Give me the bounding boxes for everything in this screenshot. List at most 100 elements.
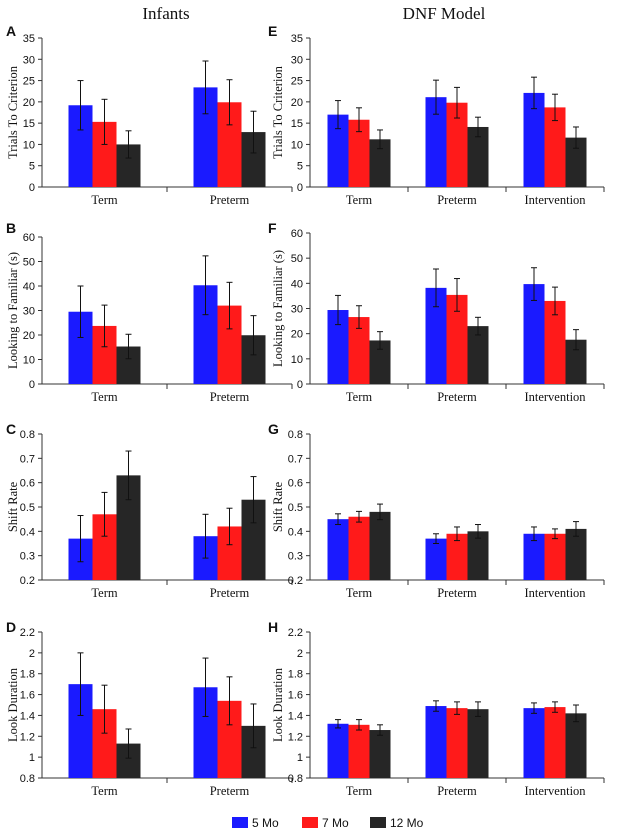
y-tick-label: 0 [29, 182, 35, 194]
bar-5-mo [425, 287, 447, 384]
y-tick-label: 40 [291, 278, 303, 290]
y-axis-label: Shift Rate [271, 481, 285, 532]
bar-7-mo [544, 707, 566, 778]
panel-letter: H [268, 619, 278, 635]
bar-12-mo [369, 139, 391, 187]
x-category-label: Preterm [210, 193, 250, 207]
y-tick-label: 1.6 [20, 690, 35, 702]
column-title-dnf-model: DNF Model [403, 4, 486, 23]
x-category-label: Term [91, 390, 117, 404]
y-tick-label: 10 [23, 139, 35, 151]
panel-e: E Trials To Criterion 0 5 10 15 20 25 30 35 Term Pr… [268, 23, 605, 207]
y-axis-label: Trials To Criterion [271, 65, 285, 159]
y-tick-label: 35 [291, 33, 303, 45]
y-tick-label: 1 [29, 752, 35, 764]
y-axis-label: Trials To Criterion [6, 65, 20, 159]
y-tick-label: 60 [23, 232, 35, 244]
bar-12-mo [467, 126, 489, 187]
y-tick-label: 50 [291, 253, 303, 265]
bar-7-mo [348, 724, 370, 778]
y-tick-label: 20 [291, 97, 303, 109]
y-tick-label: 30 [291, 54, 303, 66]
y-tick-label: 5 [29, 161, 35, 173]
bar-7-mo [446, 708, 468, 778]
y-axis-label: Look Duration [271, 667, 285, 742]
x-category-label: Term [346, 586, 372, 600]
bar-12-mo [369, 340, 391, 384]
y-tick-label: 15 [291, 118, 303, 130]
bar-5-mo [327, 519, 349, 580]
panel-letter: A [6, 23, 16, 39]
x-category-label: Intervention [524, 193, 586, 207]
y-tick-label: 20 [23, 330, 35, 342]
y-tick-label: 1.8 [20, 669, 35, 681]
x-category-label: Preterm [210, 390, 250, 404]
x-category-label: Term [91, 784, 117, 798]
y-tick-label: 0.8 [288, 773, 303, 785]
panel-g: G Shift Rate 0.2 0.3 0.4 0.5 0.6 0.7 0.8 Term Pret… [268, 421, 605, 600]
y-tick-label: 25 [23, 76, 35, 88]
legend-swatch-5-mo [232, 817, 248, 828]
legend-swatch-7-mo [302, 817, 318, 828]
y-tick-label: 0 [29, 379, 35, 391]
legend-swatch-12-mo [370, 817, 386, 828]
bar-7-mo [446, 294, 468, 384]
panel-letter: G [268, 421, 279, 437]
panel-a: A Trials To Criterion 0 5 10 15 20 25 30 35 Term Pr… [6, 23, 293, 207]
y-tick-label: 5 [297, 161, 303, 173]
bar-12-mo [565, 339, 587, 384]
y-tick-label: 0 [297, 379, 303, 391]
y-tick-label: 0.5 [288, 502, 303, 514]
y-tick-label: 0.8 [20, 429, 35, 441]
y-tick-label: 60 [291, 228, 303, 240]
x-category-label: Preterm [437, 193, 477, 207]
bar-12-mo [565, 528, 587, 580]
bar-12-mo [467, 531, 489, 580]
y-tick-label: 1.4 [20, 710, 35, 722]
bar-5-mo [425, 706, 447, 778]
y-tick-label: 1.4 [288, 710, 303, 722]
x-category-label: Term [346, 390, 372, 404]
legend-label: 5 Mo [252, 816, 279, 830]
y-tick-label: 0.8 [288, 429, 303, 441]
y-tick-label: 1.6 [288, 690, 303, 702]
bar-5-mo [523, 708, 545, 778]
y-tick-label: 0.2 [20, 575, 35, 587]
panel-letter: D [6, 619, 16, 635]
panel-h: H Look Duration 0.8 1 1.2 1.4 1.6 1.8 2 2.2 Term Pr… [268, 619, 605, 798]
x-category-label: Term [346, 193, 372, 207]
y-tick-label: 20 [23, 97, 35, 109]
y-tick-label: 30 [23, 306, 35, 318]
bar-7-mo [446, 533, 468, 580]
x-category-label: Intervention [524, 784, 586, 798]
bar-12-mo [467, 709, 489, 778]
y-tick-label: 10 [291, 354, 303, 366]
y-tick-label: 35 [23, 33, 35, 45]
legend: 5 Mo 7 Mo 12 Mo [232, 816, 424, 830]
panel-letter: E [268, 23, 277, 39]
y-tick-label: 10 [23, 355, 35, 367]
bar-12-mo [565, 137, 587, 187]
x-category-label: Preterm [210, 586, 250, 600]
x-category-label: Preterm [437, 784, 477, 798]
column-title-infants: Infants [142, 4, 189, 23]
y-tick-label: 50 [23, 257, 35, 269]
x-category-label: Term [91, 193, 117, 207]
panel-b: B Looking to Familiar (s) 0 10 20 30 40 50 60 Ter… [6, 220, 293, 404]
panel-letter: F [268, 220, 277, 236]
y-tick-label: 0.6 [20, 478, 35, 490]
bar-12-mo [369, 730, 391, 778]
bar-5-mo [425, 538, 447, 580]
x-category-label: Intervention [524, 390, 586, 404]
y-tick-label: 10 [291, 139, 303, 151]
bar-5-mo [327, 114, 349, 187]
x-category-label: Preterm [437, 390, 477, 404]
bar-7-mo [544, 533, 566, 580]
bar-7-mo [544, 300, 566, 384]
y-tick-label: 0.2 [288, 575, 303, 587]
y-tick-label: 1.2 [20, 731, 35, 743]
y-tick-label: 0.3 [288, 551, 303, 563]
bar-5-mo [327, 310, 349, 384]
y-tick-label: 30 [23, 54, 35, 66]
bar-5-mo [523, 533, 545, 580]
